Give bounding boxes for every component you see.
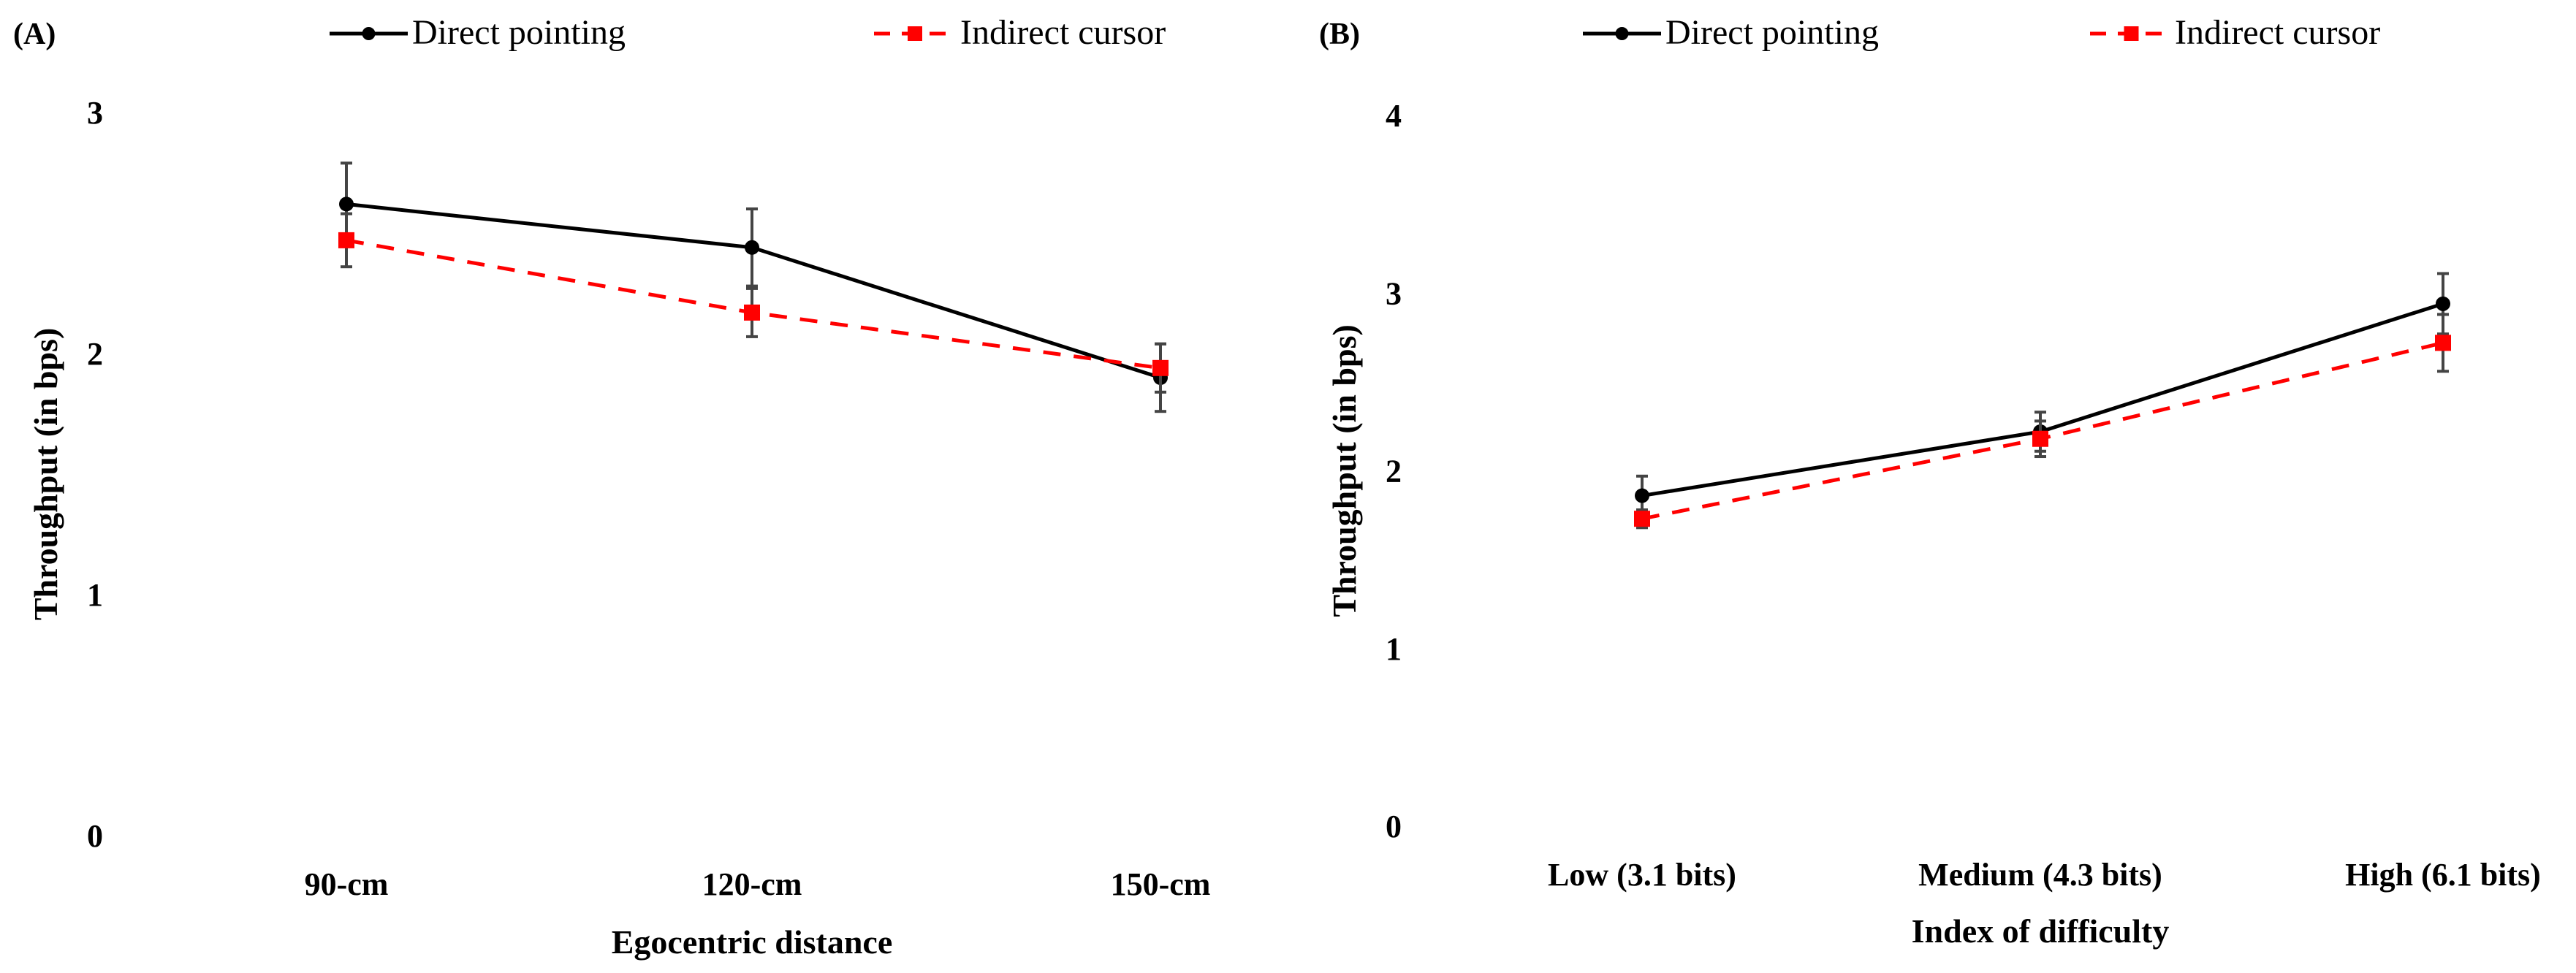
y-axis-title: Throughput (in bps) xyxy=(1326,324,1363,617)
legend-label: Direct pointing xyxy=(1665,13,1879,52)
data-point xyxy=(1634,511,1650,527)
y-tick-label: 4 xyxy=(1386,98,1402,134)
panel-label: (A) xyxy=(13,18,56,51)
y-tick-label: 0 xyxy=(1386,809,1402,844)
legend-item: Direct pointing xyxy=(1583,13,1879,52)
panel-label: (B) xyxy=(1319,18,1360,51)
x-tick-label: 150-cm xyxy=(1111,866,1211,902)
x-tick-label: High (6.1 bits) xyxy=(2345,857,2541,893)
y-tick-label: 1 xyxy=(1386,631,1402,667)
data-point xyxy=(744,304,760,321)
data-point xyxy=(745,240,759,255)
data-point xyxy=(339,196,354,212)
legend-item: Indirect cursor xyxy=(2090,13,2380,52)
y-tick-label: 1 xyxy=(87,577,103,613)
y-tick-label: 2 xyxy=(87,336,103,372)
x-axis-title: Index of difficulty xyxy=(1912,912,2170,950)
data-point xyxy=(2032,430,2048,447)
data-point xyxy=(2435,335,2451,351)
series-direct-pointing xyxy=(339,161,1168,413)
series-indirect-cursor xyxy=(1634,313,2451,530)
chart-panel-b: (B) 0 1 2 3 4 Low (3.1 bits) Medium (4.3 bits) H… xyxy=(1319,13,2541,950)
legend-label: Direct pointing xyxy=(412,13,626,52)
legend-item: Indirect cursor xyxy=(874,13,1166,52)
chart-panel-a: (A) 0 1 2 3 90-cm 120-cm 150-cm Egocentric dista… xyxy=(13,13,1210,961)
data-point xyxy=(1152,359,1169,376)
series-direct-pointing xyxy=(1635,272,2450,517)
legend-marker-square xyxy=(908,26,922,41)
legend-label: Indirect cursor xyxy=(2175,13,2380,52)
x-tick-label: 90-cm xyxy=(305,866,389,902)
x-tick-label: Medium (4.3 bits) xyxy=(1918,857,2162,893)
legend-marker-circle xyxy=(362,27,376,40)
series-line xyxy=(1641,302,2444,498)
y-tick-label: 3 xyxy=(87,95,103,131)
x-axis-title: Egocentric distance xyxy=(612,923,893,961)
x-tick-label: Low (3.1 bits) xyxy=(1548,857,1736,893)
y-tick-label: 3 xyxy=(1386,275,1402,311)
legend-marker-circle xyxy=(1615,27,1629,40)
data-point xyxy=(1635,488,1649,503)
y-axis-title: Throughput (in bps) xyxy=(27,328,64,621)
series-indirect-cursor xyxy=(338,212,1169,394)
y-tick-label: 2 xyxy=(1386,454,1402,489)
legend-marker-square xyxy=(2124,26,2139,41)
legend-item: Direct pointing xyxy=(330,13,626,52)
data-point xyxy=(338,232,354,248)
data-point xyxy=(2436,296,2450,311)
legend-label: Indirect cursor xyxy=(960,13,1166,52)
x-tick-label: 120-cm xyxy=(702,866,802,902)
y-tick-label: 0 xyxy=(87,818,103,854)
